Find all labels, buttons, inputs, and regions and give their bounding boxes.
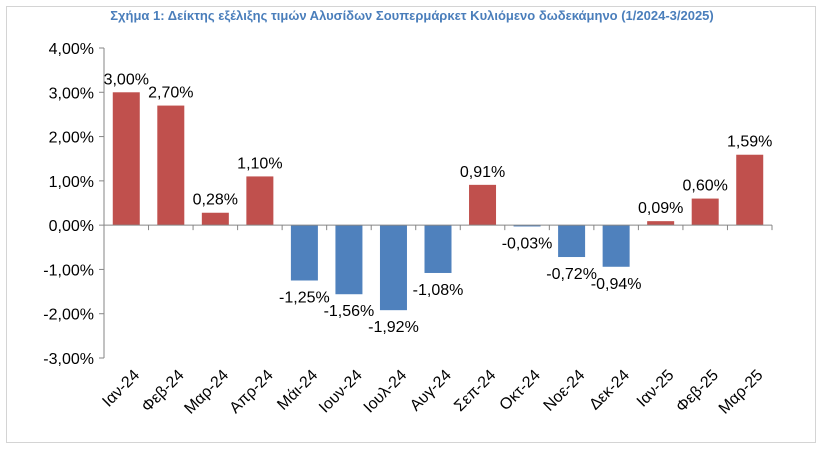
y-axis: 4,00% 3,00% 2,00% 1,00% 0,00% -1,00% -2,00% -3,… (43, 41, 105, 368)
y-tick-label: 0,00% (49, 218, 94, 235)
x-tick-label: Φεβ-25 (673, 367, 722, 416)
x-tick-label: Μαρ-25 (716, 367, 767, 418)
data-label: 0,28% (193, 192, 238, 209)
data-label: 0,91% (460, 164, 505, 181)
data-label: -1,56% (324, 303, 375, 320)
data-label: -1,92% (368, 319, 419, 336)
bar-Ιουλ-24 (379, 225, 407, 311)
bar-Μαρ-25 (736, 154, 764, 226)
data-label: -0,03% (502, 235, 553, 252)
data-label: -0,72% (546, 266, 597, 283)
chart-title: Σχήμα 1: Δείκτης εξέλιξης τιμών Αλυσίδων… (110, 8, 714, 23)
bar-Δεκ-24 (602, 225, 630, 267)
data-label: 1,59% (727, 134, 772, 151)
y-tick-label: -3,00% (43, 351, 94, 368)
data-label: 3,00% (104, 71, 149, 88)
bar-Ιαν-24 (112, 92, 140, 226)
data-label: 1,10% (237, 155, 282, 172)
x-tick-label: Σεπ-24 (451, 367, 499, 415)
x-tick-label: Φεβ-24 (139, 367, 188, 416)
data-label: -0,94% (591, 276, 642, 293)
x-tick-label: Μάι-24 (274, 367, 321, 414)
data-label: -1,08% (413, 282, 464, 299)
y-tick-label: 4,00% (49, 41, 94, 58)
bar-Οκτ-24 (513, 225, 541, 227)
bar-Μάι-24 (290, 225, 318, 281)
bar-Απρ-24 (246, 176, 274, 226)
bar-Μαρ-24 (201, 212, 229, 226)
bar-Ιαν-25 (647, 221, 675, 226)
x-tick-label: Ιουλ-24 (361, 367, 411, 417)
x-tick-label: Ιουν-24 (316, 367, 366, 417)
x-tick-label: Νοε-24 (541, 367, 589, 415)
y-tick-label: 1,00% (49, 174, 94, 191)
x-tick-label: Αυγ-24 (407, 367, 455, 415)
bar-Αυγ-24 (424, 225, 452, 273)
y-tick-label: -1,00% (43, 262, 94, 279)
x-tick-label: Απρ-24 (227, 367, 277, 417)
data-label: -1,25% (279, 290, 330, 307)
y-tick-label: 2,00% (49, 130, 94, 147)
bar-Φεβ-25 (691, 198, 719, 226)
x-tick-label: Οκτ-24 (497, 367, 544, 414)
data-labels: 3,00%2,70% 0,28% 1,10% -1,25%-1,56%-1,92% -1… (104, 71, 773, 336)
y-tick-label: 3,00% (49, 85, 94, 102)
y-tick-label: -2,00% (43, 307, 94, 324)
x-tick-label: Μαρ-24 (181, 367, 232, 418)
bar-Ιουν-24 (335, 225, 363, 295)
data-label: 0,60% (683, 178, 728, 195)
x-tick-label: Δεκ-24 (586, 367, 633, 414)
data-label: 2,70% (148, 85, 193, 102)
bar-Νοε-24 (558, 225, 586, 258)
bar-Σεπ-24 (469, 184, 497, 226)
bar-Φεβ-24 (157, 105, 185, 226)
x-tick-label: Ιαν-24 (99, 367, 143, 411)
bars (112, 92, 764, 311)
data-label: 0,09% (638, 200, 683, 217)
x-tick-label: Ιαν-25 (634, 367, 678, 411)
chart-frame (6, 6, 816, 443)
